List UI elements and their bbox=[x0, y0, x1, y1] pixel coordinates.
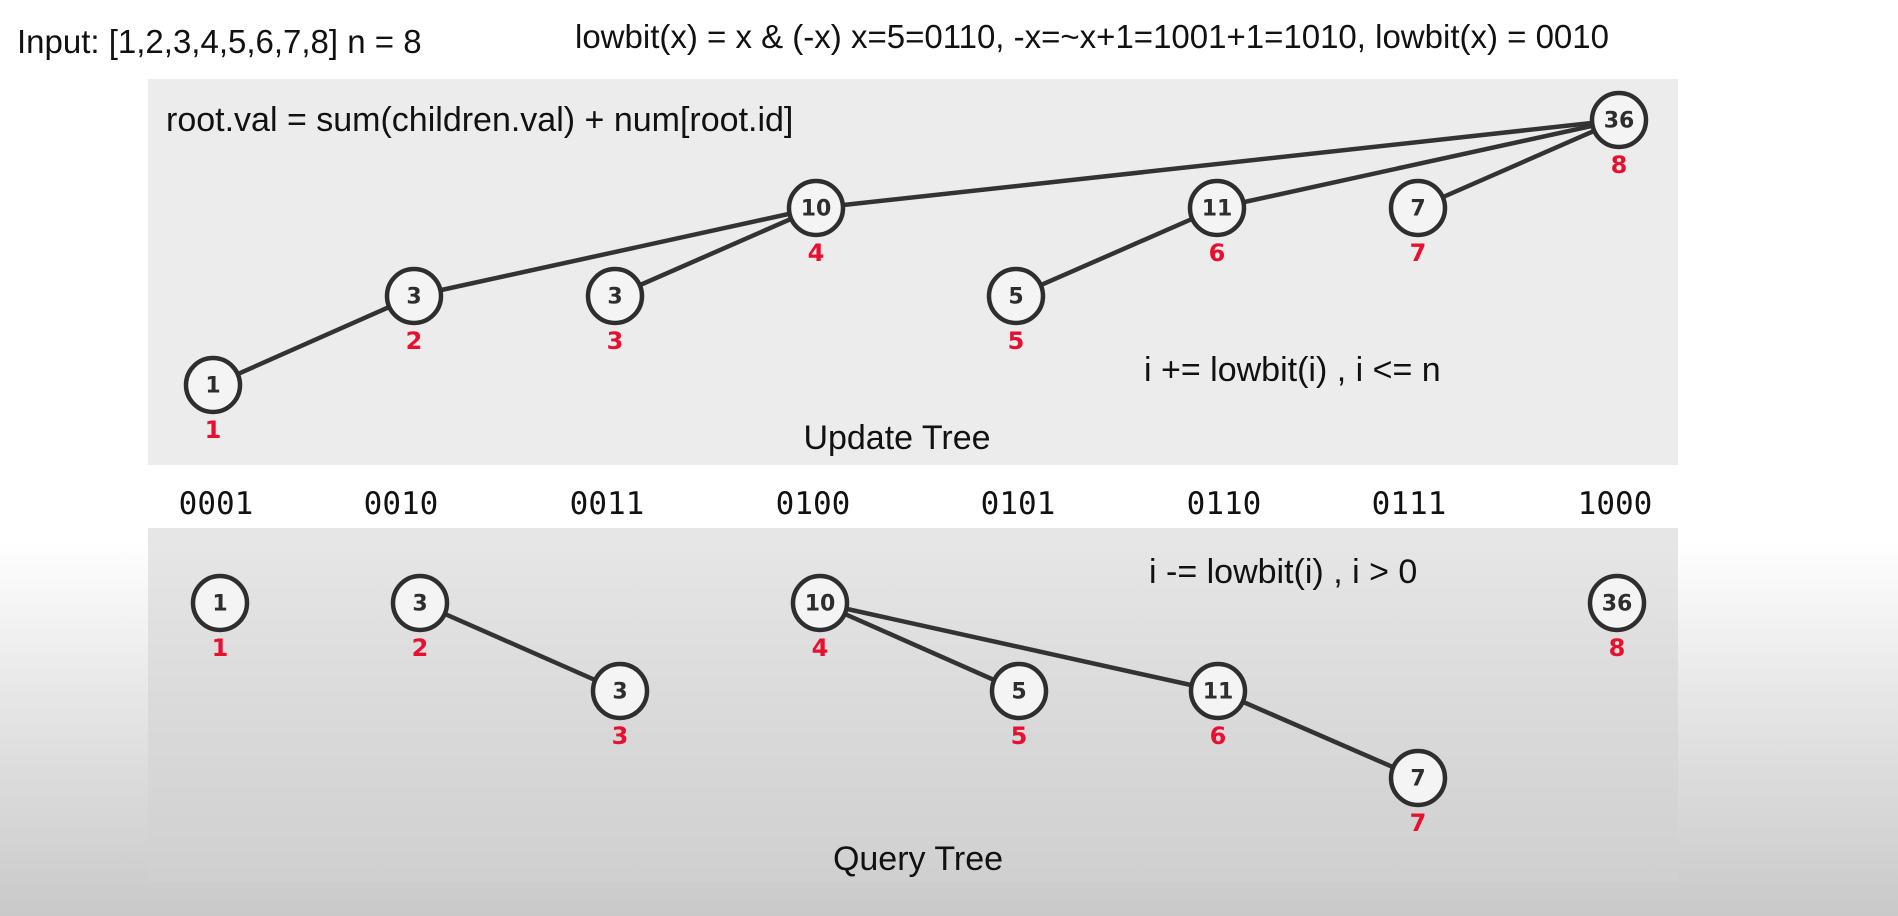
query-node-value: 7 bbox=[1410, 767, 1425, 792]
update-node-value: 36 bbox=[1604, 109, 1635, 134]
update-node-circle bbox=[384, 266, 444, 326]
query-node-3: 33 bbox=[590, 661, 650, 750]
query-node-8: 36 8 bbox=[1587, 573, 1647, 662]
update-node-value: 3 bbox=[607, 285, 622, 310]
query-tree-edges bbox=[417, 600, 1421, 781]
update-node-index: 6 bbox=[1209, 239, 1226, 267]
update-node-circle bbox=[1187, 178, 1247, 238]
query-node-index: 4 bbox=[812, 634, 829, 662]
query-node-value: 1 bbox=[212, 592, 227, 617]
query-node-7: 77 bbox=[1388, 748, 1448, 837]
update-formula: root.val = sum(children.val) + num[root.… bbox=[166, 101, 793, 139]
update-edge-5-6 bbox=[1013, 205, 1220, 299]
update-node-circle bbox=[1589, 90, 1649, 150]
update-edge-2-4 bbox=[411, 205, 819, 299]
query-edge-4-6 bbox=[817, 600, 1221, 694]
update-node-index: 2 bbox=[406, 327, 423, 355]
update-node-4: 10 4 bbox=[786, 178, 846, 267]
update-node-5: 55 bbox=[986, 266, 1046, 355]
update-node-value: 5 bbox=[1008, 285, 1023, 310]
update-node-6: 11 6 bbox=[1187, 178, 1247, 267]
query-node-2: 32 bbox=[390, 573, 450, 662]
query-node-1: 11 bbox=[190, 573, 250, 662]
update-node-index: 5 bbox=[1008, 327, 1025, 355]
update-node-index: 1 bbox=[205, 416, 222, 444]
update-node-index: 7 bbox=[1410, 239, 1427, 267]
update-node-circle bbox=[183, 355, 243, 415]
query-node-circle bbox=[190, 573, 250, 633]
update-node-circle bbox=[1388, 178, 1448, 238]
update-edge-1-2 bbox=[210, 293, 417, 388]
query-node-index: 2 bbox=[412, 634, 429, 662]
binary-label-7: 0111 bbox=[1372, 486, 1447, 522]
query-node-value: 3 bbox=[412, 592, 427, 617]
query-node-circle bbox=[989, 661, 1049, 721]
binary-label-1: 0001 bbox=[179, 486, 254, 522]
query-node-value: 11 bbox=[1203, 680, 1234, 705]
update-rule: i += lowbit(i) , i <= n bbox=[1144, 351, 1441, 389]
lowbit-caption: lowbit(x) = x & (-x) x=5=0110, -x=~x+1=1… bbox=[575, 18, 1609, 55]
update-edge-6-8 bbox=[1214, 117, 1622, 211]
update-node-8: 36 8 bbox=[1589, 90, 1649, 179]
update-node-value: 1 bbox=[205, 374, 220, 399]
query-node-circle bbox=[590, 661, 650, 721]
binary-label-4: 0100 bbox=[776, 486, 851, 522]
update-edge-3-4 bbox=[612, 205, 819, 299]
query-node-6: 11 6 bbox=[1188, 661, 1248, 750]
update-tree-title: Update Tree bbox=[803, 419, 990, 457]
update-node-7: 77 bbox=[1388, 178, 1448, 267]
query-edge-2-3 bbox=[417, 600, 623, 694]
update-node-3: 33 bbox=[585, 266, 645, 355]
query-node-value: 10 bbox=[805, 592, 836, 617]
binary-label-5: 0101 bbox=[981, 486, 1056, 522]
update-edge-7-8 bbox=[1415, 117, 1622, 211]
binary-label-3: 0011 bbox=[570, 486, 645, 522]
update-node-circle bbox=[986, 266, 1046, 326]
binary-label-2: 0010 bbox=[364, 486, 439, 522]
update-node-value: 10 bbox=[801, 197, 832, 222]
query-tree-title: Query Tree bbox=[833, 840, 1003, 878]
update-node-circle bbox=[786, 178, 846, 238]
query-node-circle bbox=[1188, 661, 1248, 721]
query-node-index: 1 bbox=[212, 634, 229, 662]
query-node-circle bbox=[790, 573, 850, 633]
query-node-index: 8 bbox=[1609, 634, 1626, 662]
binary-index-row: 0001 0010 0011 0100 0101 0110 0111 1000 bbox=[179, 486, 1653, 522]
query-edge-6-7 bbox=[1215, 688, 1421, 781]
query-node-4: 10 4 bbox=[790, 573, 850, 662]
query-node-index: 6 bbox=[1210, 722, 1227, 750]
query-node-index: 3 bbox=[612, 722, 629, 750]
input-caption: Input: [1,2,3,4,5,6,7,8] n = 8 bbox=[17, 23, 422, 60]
query-rule: i -= lowbit(i) , i > 0 bbox=[1149, 553, 1417, 591]
update-node-circle bbox=[585, 266, 645, 326]
query-node-value: 3 bbox=[612, 680, 627, 705]
update-node-1: 11 bbox=[183, 355, 243, 444]
update-edge-4-8 bbox=[813, 117, 1622, 211]
query-node-circle bbox=[1587, 573, 1647, 633]
query-node-circle bbox=[1388, 748, 1448, 808]
binary-label-8: 1000 bbox=[1578, 486, 1653, 522]
query-node-value: 36 bbox=[1602, 592, 1633, 617]
update-node-value: 7 bbox=[1410, 197, 1425, 222]
update-node-2: 32 bbox=[384, 266, 444, 355]
update-node-index: 8 bbox=[1611, 151, 1628, 179]
binary-label-6: 0110 bbox=[1187, 486, 1262, 522]
update-node-index: 3 bbox=[607, 327, 624, 355]
query-node-circle bbox=[390, 573, 450, 633]
query-node-index: 7 bbox=[1410, 809, 1427, 837]
update-node-value: 11 bbox=[1202, 197, 1233, 222]
query-edge-4-5 bbox=[817, 600, 1022, 694]
query-node-5: 55 bbox=[989, 661, 1049, 750]
update-tree-edges bbox=[210, 117, 1622, 388]
update-node-value: 3 bbox=[406, 285, 421, 310]
update-node-index: 4 bbox=[808, 239, 825, 267]
query-node-index: 5 bbox=[1011, 722, 1028, 750]
query-node-value: 5 bbox=[1011, 680, 1026, 705]
